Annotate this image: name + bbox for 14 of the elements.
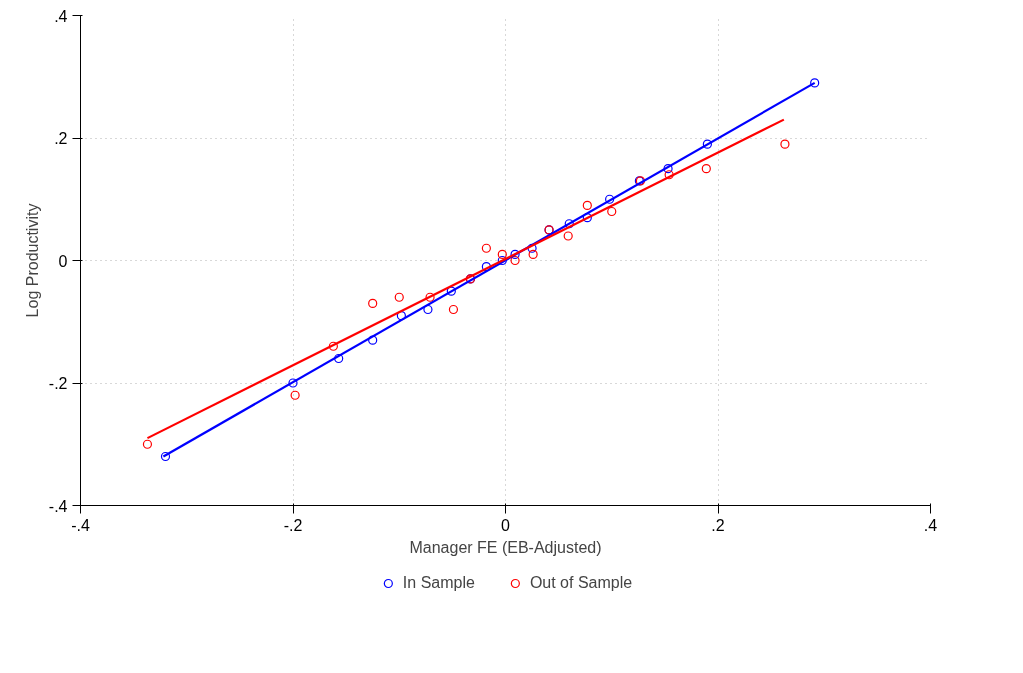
y-tick-label: 0 (58, 252, 68, 270)
x-tick-label: -.2 (283, 516, 303, 534)
legend-label: In Sample (402, 574, 475, 592)
y-axis-title: Log Productivity (23, 203, 41, 318)
y-tick-label: .2 (54, 130, 68, 147)
x-tick-label: 0 (501, 516, 511, 534)
x-tick-label: .2 (711, 516, 725, 534)
y-tick-label: .4 (54, 7, 68, 25)
x-axis-title: Manager FE (EB-Adjusted) (409, 538, 602, 556)
y-tick-label: -.2 (48, 375, 68, 392)
y-tick-label: -.4 (48, 497, 68, 515)
legend-label: Out of Sample (529, 574, 633, 592)
x-tick-label: .4 (923, 516, 938, 534)
x-tick-label: -.4 (71, 516, 90, 534)
